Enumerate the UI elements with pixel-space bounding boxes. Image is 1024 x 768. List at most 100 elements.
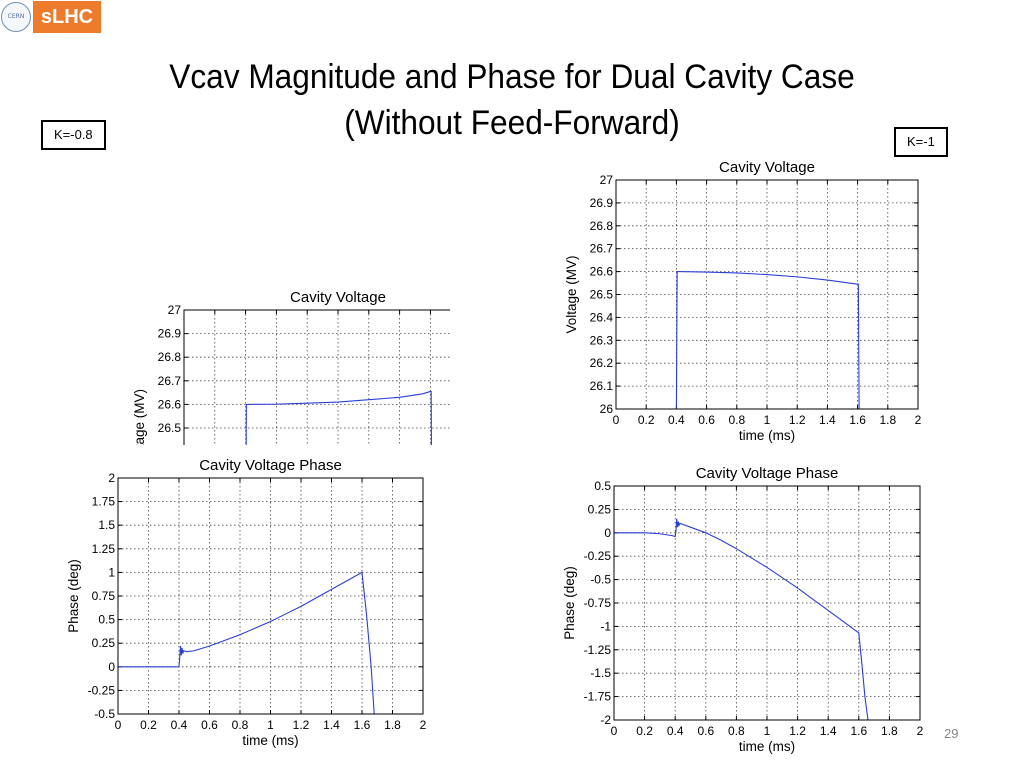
y-tick-label: -1.25 (584, 643, 612, 657)
slhc-logo: CERN sLHC (0, 0, 101, 34)
plot-area (616, 180, 918, 409)
y-tick-label: 1.75 (92, 495, 116, 509)
x-tick-label: 0.6 (698, 413, 715, 427)
cern-logo-text: CERN (7, 13, 25, 20)
chart-phase-right: 0 0.2 0.4 0.6 0.8 1 1.2 1.4 1.6 1.8 2 -2 -1.75 -1.5 -1… (562, 465, 924, 754)
x-tick-label: 1.6 (850, 724, 867, 738)
y-tick-label: 0.25 (92, 636, 116, 650)
chart-title: Cavity Voltage (719, 159, 815, 176)
x-tick-label: 0.4 (171, 718, 188, 732)
y-tick-label: -2 (600, 713, 611, 727)
x-axis-label: time (ms) (242, 733, 298, 748)
x-tick-label: 1.4 (819, 413, 836, 427)
x-tick-label: 1.2 (789, 413, 806, 427)
x-tick-label: 0.6 (201, 718, 218, 732)
x-tick-label: 0.8 (728, 724, 745, 738)
y-tick-label: 1.5 (98, 518, 115, 532)
y-tick-label: 26.9 (590, 196, 614, 210)
x-tick-label: 2 (420, 718, 427, 732)
x-tick-label: 1.8 (879, 413, 896, 427)
chart-title: Cavity Voltage (290, 289, 386, 306)
axes-box (615, 179, 919, 410)
y-tick-label: 26.8 (590, 219, 614, 233)
page-number: 29 (944, 726, 959, 741)
y-tick-label: -1.5 (590, 666, 611, 680)
axes-box (183, 309, 450, 445)
y-tick-label: 26.7 (158, 374, 182, 388)
chart-voltage-right: 0 0.2 0.4 0.6 0.8 1 1.2 1.4 1.6 1.8 2 26 26.1 26.2 26.… (564, 159, 922, 443)
x-tick-label: 0.2 (140, 718, 157, 732)
y-tick-label: 27 (168, 303, 182, 317)
y-tick-label: -0.25 (584, 549, 612, 563)
data-series-line (675, 271, 860, 409)
data-series-line (118, 571, 375, 714)
x-tick-label: 1 (764, 413, 771, 427)
x-tick-label: 1.4 (820, 724, 837, 738)
y-axis-label: Phase (deg) (66, 559, 81, 633)
x-tick-label: 0.8 (232, 718, 249, 732)
x-tick-label: 0.6 (697, 724, 714, 738)
y-tick-label: 2 (108, 471, 115, 485)
y-tick-label: -0.5 (590, 573, 611, 587)
x-tick-label: 1.2 (789, 724, 806, 738)
slide-title-line-2: (Without Feed-Forward) (344, 104, 680, 142)
k-label-right: K=-1 (894, 127, 948, 157)
y-tick-label: -0.25 (88, 683, 116, 697)
y-tick-label: 0.5 (98, 613, 115, 627)
x-tick-label: 1.8 (881, 724, 898, 738)
x-tick-label: 0.4 (667, 724, 684, 738)
x-tick-label: 0 (115, 718, 122, 732)
x-tick-label: 1.6 (849, 413, 866, 427)
y-tick-label: 26.3 (590, 333, 614, 347)
chart-title: Cavity Voltage Phase (696, 465, 839, 482)
x-tick-label: 1.2 (293, 718, 310, 732)
axes-box (117, 477, 424, 715)
chart-title: Cavity Voltage Phase (199, 457, 342, 474)
x-axis-label: time (ms) (739, 428, 795, 443)
slide-title: Vcav Magnitude and Phase for Dual Cavity… (129, 54, 895, 146)
x-tick-label: 1.6 (354, 718, 371, 732)
x-axis-label: time (ms) (739, 739, 795, 754)
y-axis-label: Voltage (MV) (564, 255, 579, 333)
y-tick-label: 1 (108, 565, 115, 579)
y-tick-label: 26.7 (590, 242, 614, 256)
data-series-line (614, 518, 869, 720)
y-axis-label: Voltage (MV) (132, 389, 147, 445)
x-tick-label: 0 (611, 724, 618, 738)
y-tick-label: 26.5 (158, 421, 182, 435)
y-tick-label: -0.75 (584, 596, 612, 610)
y-tick-label: 0 (108, 660, 115, 674)
axes-box (613, 485, 921, 721)
x-tick-label: 1 (764, 724, 771, 738)
x-tick-label: 1.8 (384, 718, 401, 732)
y-tick-label: 26.9 (158, 327, 182, 341)
y-tick-label: -1 (600, 619, 611, 633)
x-tick-label: 1.4 (323, 718, 340, 732)
chart-phase-left: 0 0.2 0.4 0.6 0.8 1 1.2 1.4 1.6 1.8 2 -0.5 -0.25 0 0.2… (66, 457, 427, 748)
slide-title-line-1: Vcav Magnitude and Phase for Dual Cavity… (169, 58, 855, 96)
y-tick-label: 0.75 (92, 589, 116, 603)
y-tick-label: 26.5 (590, 288, 614, 302)
plot-area (184, 310, 450, 445)
y-tick-label: 0 (604, 526, 611, 540)
x-tick-label: 0.4 (668, 413, 685, 427)
y-tick-label: 26.6 (158, 397, 182, 411)
slhc-logo-text: sLHC (33, 1, 101, 33)
y-tick-label: 26 (600, 402, 614, 416)
x-tick-label: 0.2 (636, 724, 653, 738)
chart-voltage-left: 00.20.40.60.811.21.41.61.822626.126.226.… (132, 289, 450, 445)
y-tick-label: 26.6 (590, 265, 614, 279)
y-tick-label: 26.1 (590, 379, 614, 393)
y-tick-label: 0.25 (588, 502, 612, 516)
y-tick-label: 0.5 (594, 479, 611, 493)
x-tick-label: 2 (917, 724, 924, 738)
y-tick-label: 26.8 (158, 350, 182, 364)
y-tick-label: 26.2 (590, 356, 614, 370)
x-tick-label: 0.8 (728, 413, 745, 427)
k-label-left: K=-0.8 (41, 120, 106, 150)
y-axis-label: Phase (deg) (562, 566, 577, 640)
x-tick-label: 0 (613, 413, 620, 427)
cern-logo-icon: CERN (1, 2, 31, 32)
y-tick-label: 26.4 (590, 310, 614, 324)
y-tick-label: -0.5 (94, 707, 115, 721)
